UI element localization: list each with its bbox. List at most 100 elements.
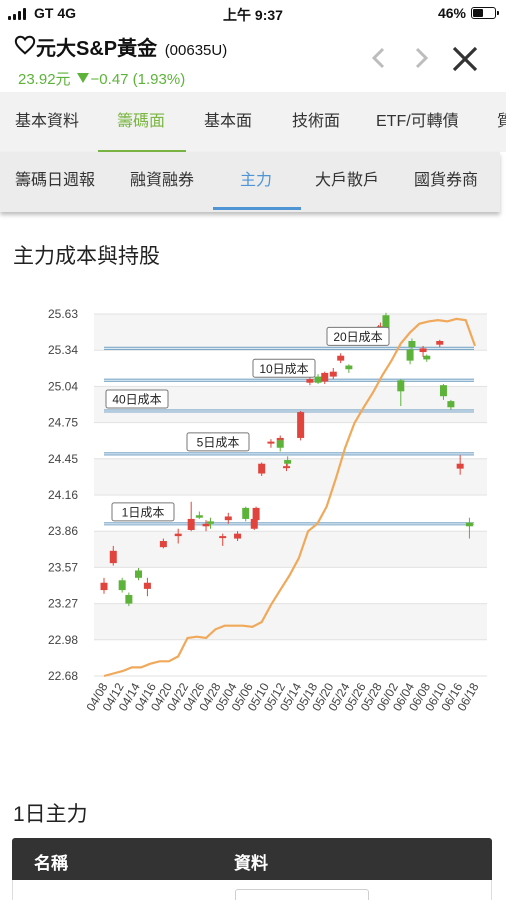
stock-name: 元大S&P黃金 (36, 38, 158, 60)
candle-body (382, 315, 390, 332)
candle-body (219, 536, 227, 539)
chevron-right-icon[interactable] (408, 44, 434, 72)
tab-margin[interactable]: 融資融券 (130, 172, 195, 189)
battery-icon (471, 7, 499, 19)
grid-band (94, 314, 487, 351)
candle-body (202, 523, 210, 527)
battery-percent: 46% (437, 5, 466, 21)
candle-body (252, 507, 260, 521)
tab-etf-convertible[interactable]: ETF/可轉債 (376, 113, 459, 130)
tab-basic-info[interactable]: 基本資料 (15, 113, 80, 130)
tab-domestic-brokers[interactable]: 國貨券商 (414, 172, 479, 189)
candle-body (109, 550, 117, 564)
carrier-label: GT 4G (34, 5, 77, 21)
close-icon[interactable] (448, 42, 482, 76)
tab-overflow[interactable]: 質 (497, 113, 506, 130)
candle-body (283, 466, 291, 469)
candle-body (125, 595, 133, 604)
candle-body (439, 385, 447, 397)
candle-body (159, 541, 167, 548)
secondary-tab-bar: 籌碼日週報 融資融券 主力 大戶散戶 國貨券商 (0, 152, 500, 212)
candle-body (423, 355, 431, 360)
table-header-name: 名稱 (34, 854, 68, 873)
y-tick-label: 24.75 (48, 416, 78, 430)
cost-label-box (326, 326, 390, 346)
candle-body (118, 580, 126, 591)
status-time: 上午 9:37 (223, 7, 283, 23)
candle-body (329, 371, 337, 377)
chart-svg: 25.63 25.34 25.04 24.75 24.45 24.16 23.86 23.57… (48, 307, 487, 714)
grid-band (94, 639, 487, 676)
candle-body (337, 355, 345, 361)
candle-body (224, 516, 232, 521)
candle-body (321, 372, 329, 382)
candle-body (419, 348, 427, 353)
candle-body (397, 380, 405, 392)
cost-holding-chart: 25.63 25.34 25.04 24.75 24.45 24.16 23.86 23.57… (0, 290, 506, 750)
tab-big-small-holders[interactable]: 大戶散戶 (315, 172, 380, 189)
candle-body (135, 570, 143, 578)
cost-label: 20日成本 (333, 330, 382, 344)
cost-label-box (105, 389, 169, 409)
candle-body (234, 533, 242, 539)
candle-body (206, 521, 214, 524)
stock-title: 元大S&P黃金 (00635U) (36, 32, 227, 61)
table-header-data: 資料 (234, 854, 268, 873)
y-tick-label: 23.27 (48, 597, 78, 611)
section2-title: 1日主力 (13, 803, 88, 826)
down-triangle-icon (76, 73, 89, 83)
signal-icon (8, 8, 32, 20)
candle-body (258, 463, 266, 474)
candle-body (276, 437, 284, 441)
y-tick-label: 24.45 (48, 452, 78, 466)
candle-body (456, 463, 464, 469)
candle-body (297, 412, 305, 438)
candle-body (195, 515, 203, 518)
grid-band (94, 458, 487, 495)
status-bar: GT 4G 上午 9:37 46% (0, 0, 506, 26)
grid-band (94, 603, 487, 640)
candle-body (406, 349, 414, 361)
data-select-box[interactable] (235, 889, 369, 900)
candle-body (250, 518, 258, 529)
candle-body (345, 365, 353, 370)
candle-body (187, 518, 195, 530)
y-tick-label: 23.57 (48, 560, 78, 574)
y-tick-label: 25.04 (48, 379, 78, 393)
stock-change: −0.47 (1.93%) (90, 71, 186, 88)
stock-price: 23.92元 (18, 71, 71, 88)
candle-body (447, 401, 455, 408)
tab-chips[interactable]: 籌碼面 (117, 113, 166, 130)
table-row (12, 880, 492, 900)
candle-body (314, 376, 322, 383)
y-tick-label: 25.34 (48, 343, 78, 357)
cost-label-box (186, 432, 250, 452)
candle-body (306, 379, 314, 383)
y-tick-label: 22.98 (48, 633, 78, 647)
candle-body (174, 533, 182, 537)
favorite-heart-icon[interactable] (14, 34, 36, 56)
candle-body (242, 507, 250, 519)
chevron-left-icon[interactable] (366, 44, 392, 72)
y-tick-label: 25.63 (48, 307, 78, 321)
candle-body (436, 340, 444, 345)
primary-tab-bar: 基本資料 籌碼面 基本面 技術面 ETF/可轉債 質 (0, 92, 506, 152)
candle-body (267, 441, 275, 444)
y-tick-label: 24.16 (48, 488, 78, 502)
cost-label: 40日成本 (112, 392, 161, 406)
holding-line (103, 317, 477, 678)
cost-label-box (252, 358, 316, 378)
tab-main-force[interactable]: 主力 (240, 172, 273, 189)
cost-label: 1日成本 (122, 505, 165, 519)
tab-chip-report[interactable]: 籌碼日週報 (15, 172, 96, 189)
secondary-tab-indicator (213, 207, 301, 210)
stock-header: 元大S&P黃金 (00635U) 23.92元 −0.47 (1.93%) (0, 26, 506, 92)
tab-fundamentals[interactable]: 基本面 (204, 113, 253, 130)
primary-tab-indicator (98, 150, 186, 152)
cost-label: 10日成本 (259, 362, 308, 376)
tab-technicals[interactable]: 技術面 (292, 113, 341, 130)
candle-body (143, 582, 151, 589)
candle-body (100, 582, 108, 591)
y-tick-label: 23.86 (48, 524, 78, 538)
section-title: 主力成本與持股 (13, 245, 160, 268)
